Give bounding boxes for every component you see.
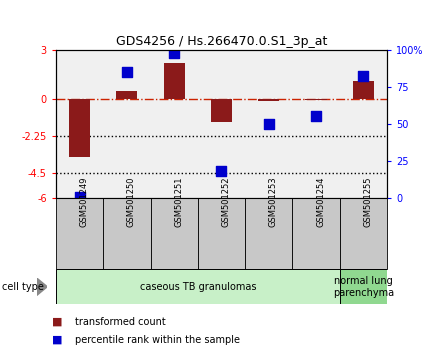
Bar — [198, 198, 245, 269]
Text: ■: ■ — [52, 335, 62, 345]
Point — [76, 194, 83, 200]
Text: GSM501253: GSM501253 — [269, 176, 278, 227]
Bar — [340, 269, 387, 304]
Point — [313, 114, 319, 119]
Text: percentile rank within the sample: percentile rank within the sample — [75, 335, 240, 345]
Bar — [211, 99, 232, 122]
Text: GSM501255: GSM501255 — [363, 177, 372, 227]
Bar — [245, 198, 292, 269]
Point — [360, 74, 367, 79]
Polygon shape — [37, 278, 47, 296]
Bar — [258, 99, 280, 101]
Text: transformed count: transformed count — [75, 317, 166, 327]
Text: normal lung
parenchyma: normal lung parenchyma — [333, 276, 394, 298]
Point — [123, 69, 130, 75]
Bar — [103, 198, 150, 269]
Bar — [305, 99, 327, 100]
Bar — [292, 198, 340, 269]
Bar — [340, 198, 387, 269]
Bar — [56, 269, 340, 304]
Point — [171, 50, 178, 55]
Bar — [116, 91, 138, 99]
Text: ■: ■ — [52, 317, 62, 327]
Bar — [56, 198, 103, 269]
Bar — [163, 63, 185, 99]
Bar — [69, 99, 90, 157]
Text: caseous TB granulomas: caseous TB granulomas — [140, 282, 256, 292]
Title: GDS4256 / Hs.266470.0.S1_3p_at: GDS4256 / Hs.266470.0.S1_3p_at — [116, 35, 327, 48]
Text: cell type: cell type — [2, 282, 44, 292]
Bar — [353, 81, 374, 99]
Point — [218, 169, 225, 174]
Point — [265, 121, 272, 127]
Text: GSM501250: GSM501250 — [127, 177, 136, 227]
Text: GSM501251: GSM501251 — [174, 177, 183, 227]
Text: GSM501254: GSM501254 — [316, 177, 325, 227]
Text: GSM501249: GSM501249 — [80, 177, 89, 227]
Text: GSM501252: GSM501252 — [221, 177, 230, 227]
Bar — [150, 198, 198, 269]
